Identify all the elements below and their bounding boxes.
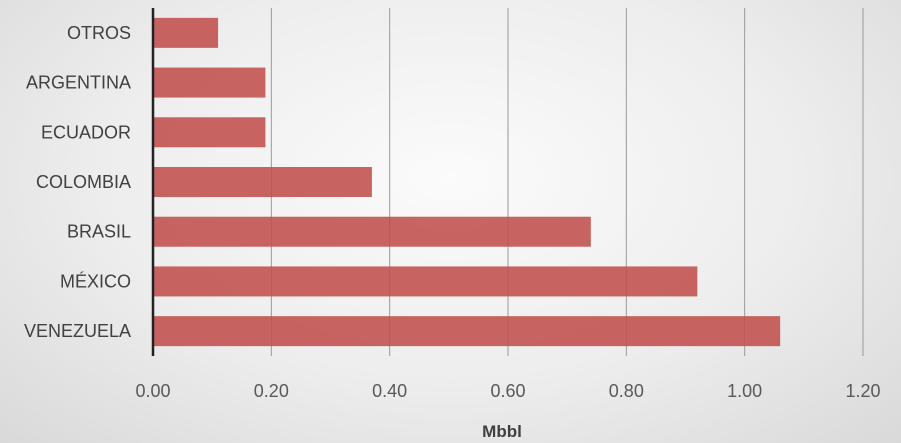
category-label: ARGENTINA: [26, 73, 131, 93]
x-tick-label: 0.40: [372, 381, 407, 401]
bar-otros: [153, 17, 219, 48]
category-label: ECUADOR: [41, 122, 131, 142]
bar-argentina: [153, 67, 266, 98]
bars: [153, 17, 781, 347]
x-tick-label: 1.00: [727, 381, 762, 401]
category-labels: OTROS ARGENTINA ECUADOR COLOMBIA BRASIL MÉXIC…: [24, 23, 131, 341]
category-label: OTROS: [67, 23, 131, 43]
bar-venezuela: [153, 316, 781, 347]
gridlines: [270, 8, 864, 356]
x-tick-label: 0.80: [609, 381, 644, 401]
x-tick-label: 0.20: [254, 381, 289, 401]
bar-méxico: [153, 266, 698, 297]
category-label: COLOMBIA: [36, 172, 131, 192]
category-label: MÉXICO: [60, 271, 131, 291]
x-tick-label: 1.20: [845, 381, 880, 401]
x-tick-label: 0.60: [490, 381, 525, 401]
bar-brasil: [153, 216, 591, 247]
bar-colombia: [153, 167, 372, 197]
category-label: BRASIL: [67, 222, 131, 242]
x-tick-label: 0.00: [135, 381, 170, 401]
category-label: VENEZUELA: [24, 321, 131, 341]
x-axis-title: Mbbl: [482, 422, 522, 441]
bar-ecuador: [153, 117, 266, 148]
x-tick-labels: 0.00 0.20 0.40 0.60 0.80 1.00 1.20: [135, 381, 880, 401]
